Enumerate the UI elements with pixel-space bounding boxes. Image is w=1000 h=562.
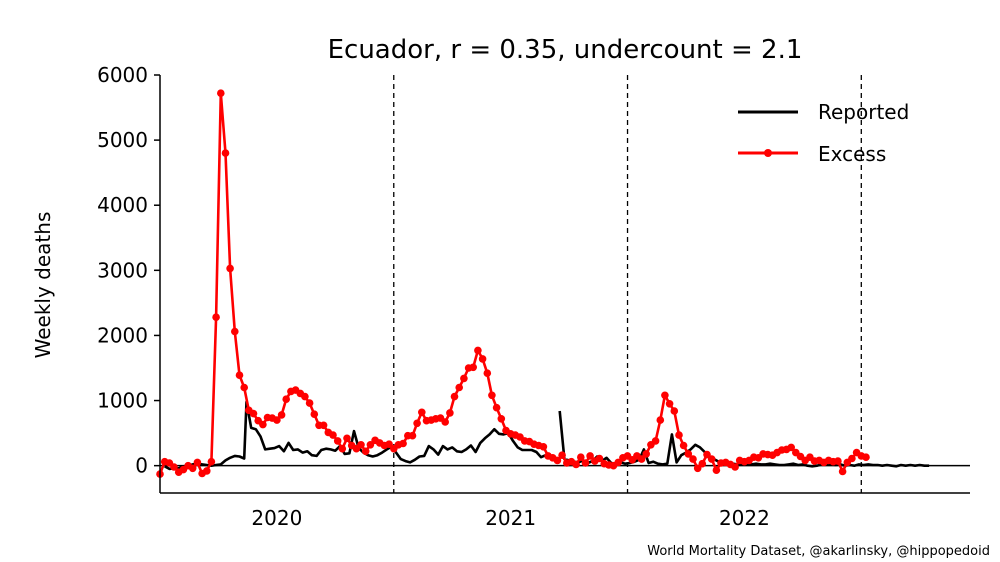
x-tick-label-1: 2021: [485, 506, 536, 530]
series-excess-point-73: [497, 415, 506, 423]
series-excess-point-94: [595, 454, 604, 463]
series-excess-point-33: [310, 410, 319, 419]
series-excess-point-111: [675, 431, 683, 439]
series-excess-point-104: [642, 450, 650, 458]
legend-excess-label: Excess: [818, 142, 886, 166]
series-excess-point-86: [558, 451, 566, 460]
series-excess-point-17: [235, 371, 244, 380]
series-excess-point-37: [329, 431, 337, 439]
credit-text: World Mortality Dataset, @akarlinsky, @h…: [647, 544, 990, 559]
series-excess-point-26: [277, 411, 286, 419]
x-tick-label-2: 2022: [719, 506, 770, 530]
legend-excess-marker: [764, 149, 772, 157]
series-excess-point-62: [446, 409, 454, 417]
series-excess-point-119: [712, 466, 721, 475]
y-tick-label-6: 6000: [97, 63, 148, 87]
plot-area: [156, 75, 970, 493]
series-excess-point-114: [689, 455, 697, 463]
series-excess-point-71: [488, 391, 496, 400]
y-tick-label-4: 4000: [97, 193, 148, 217]
series-excess-point-110: [670, 407, 679, 415]
series-excess-point-39: [338, 444, 347, 453]
series-excess-point-145: [834, 457, 842, 465]
series-excess-point-89: [572, 460, 580, 469]
series-excess-point-55: [413, 419, 421, 428]
series-excess-point-8: [193, 458, 202, 467]
series-excess-point-3: [170, 463, 178, 471]
series-excess-point-14: [221, 149, 230, 157]
series-excess-point-90: [577, 453, 585, 462]
series-excess-point-32: [305, 399, 314, 407]
series-excess-point-63: [450, 392, 459, 401]
series-excess-point-15: [226, 264, 234, 273]
series-excess-point-54: [408, 431, 417, 440]
y-tick-label-5: 5000: [97, 128, 148, 152]
series-excess-point-115: [693, 464, 702, 473]
series-excess-point-82: [539, 443, 548, 451]
series-excess-point-106: [651, 437, 660, 445]
series-excess-point-68: [474, 346, 482, 355]
chart-title: Ecuador, r = 0.35, undercount = 2.1: [328, 35, 803, 65]
series-excess-point-113: [684, 450, 693, 458]
series-excess-point-70: [483, 369, 492, 378]
legend: Reported Excess: [738, 100, 909, 166]
series-excess-point-107: [656, 416, 665, 424]
series-excess-point-109: [665, 400, 674, 408]
series-excess-point-45: [366, 441, 375, 449]
series-excess-point-123: [731, 463, 739, 471]
series-excess-point-117: [703, 450, 711, 459]
series-excess-point-20: [249, 409, 258, 418]
series-excess-point-108: [661, 391, 669, 400]
series-excess-point-72: [492, 403, 501, 412]
legend-reported-label: Reported: [818, 100, 909, 124]
series-excess-point-91: [581, 459, 590, 467]
series-excess-point-56: [418, 408, 426, 417]
series-excess-point-49: [385, 440, 393, 449]
series-excess-point-18: [240, 383, 248, 392]
x-tick-label-0: 2020: [251, 506, 302, 530]
series-excess-point-65: [460, 374, 468, 383]
series-excess-point-12: [212, 313, 220, 322]
series-excess-point-116: [698, 459, 707, 468]
series-excess-point-151: [862, 453, 870, 462]
series-excess-point-92: [586, 452, 594, 460]
series-excess-point-16: [231, 327, 239, 336]
series-excess-point-10: [203, 467, 211, 475]
series-excess-point-7: [188, 464, 197, 473]
series-excess-point-148: [848, 454, 856, 463]
y-tick-label-1: 1000: [97, 389, 148, 413]
series-excess-point-69: [478, 355, 487, 363]
y-tick-label-2: 2000: [97, 323, 148, 347]
series-excess-point-67: [469, 363, 478, 372]
series-excess-point-146: [838, 467, 847, 476]
series-excess-point-43: [357, 441, 365, 449]
series-excess-point-52: [399, 439, 407, 448]
series-excess-point-27: [282, 395, 291, 404]
series-excess-point-35: [319, 421, 328, 430]
axes: 0 1000 2000 3000 4000 5000 6000 2020 2021 2022: [97, 63, 970, 530]
series-excess-point-85: [553, 456, 562, 465]
series-excess-point-98: [614, 458, 622, 467]
series-excess-point-22: [259, 420, 267, 429]
series-excess-point-44: [361, 447, 370, 456]
series-excess-point-13: [217, 89, 225, 97]
series-excess-point-135: [787, 443, 795, 452]
series-excess-point-64: [455, 383, 464, 392]
series-excess-point-31: [301, 392, 309, 401]
series-excess-point-11: [207, 457, 216, 466]
series-excess-point-112: [679, 441, 688, 450]
series-excess-point-118: [707, 455, 716, 463]
series-excess-point-61: [441, 418, 450, 426]
series-excess-point-103: [637, 455, 646, 463]
series-excess-point-25: [273, 416, 281, 424]
y-tick-label-3: 3000: [97, 258, 148, 282]
series-excess-point-40: [343, 434, 351, 443]
y-axis-label: Weekly deaths: [31, 212, 55, 359]
y-tick-label-0: 0: [135, 454, 148, 478]
series-reported-line-0: [164, 400, 552, 471]
series-excess-point-38: [333, 437, 342, 445]
